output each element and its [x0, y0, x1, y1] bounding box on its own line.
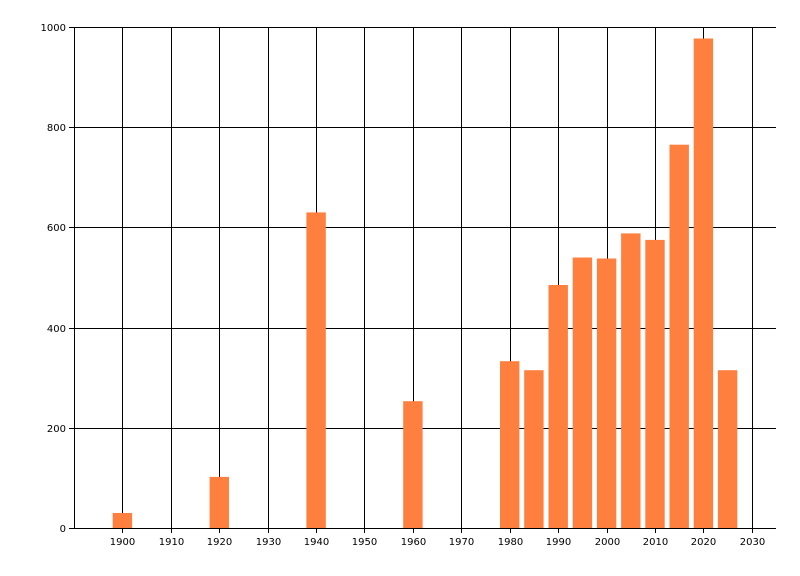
x-tick-label: 2020 [691, 537, 716, 548]
x-tick-label: 1980 [498, 537, 523, 548]
y-tick-label: 200 [47, 424, 66, 435]
x-tick-label: 2010 [643, 537, 668, 548]
x-tick-label: 1960 [401, 537, 426, 548]
bar-1920 [209, 476, 229, 528]
bar-1995 [572, 257, 593, 528]
x-tick-label: 1970 [449, 537, 474, 548]
bar-2010 [645, 239, 665, 528]
axes: 0 200 400 600 800 1000 1900 1910 1920 1930 1940 195… [41, 23, 776, 548]
y-tick-label: 400 [47, 324, 66, 335]
y-tick-label: 800 [47, 123, 66, 134]
bar-2005 [621, 233, 641, 528]
bar-2020 [693, 38, 714, 528]
bar-1980 [500, 361, 520, 528]
x-tick-label: 1930 [256, 537, 281, 548]
x-tick-label: 2000 [595, 537, 620, 548]
bar-1960 [403, 401, 423, 528]
bar-2000 [596, 258, 617, 528]
x-tick-label: 2030 [740, 537, 765, 548]
bar-1985 [524, 370, 544, 528]
bar-2015 [669, 144, 689, 528]
x-tick-label: 1950 [352, 537, 377, 548]
bars [112, 38, 738, 528]
x-tick-label: 1940 [304, 537, 329, 548]
x-tick-label: 1910 [159, 537, 184, 548]
bar-1990 [548, 285, 568, 528]
x-tick-label: 1900 [110, 537, 135, 548]
bar-1900 [112, 513, 133, 528]
x-tick-label: 1990 [546, 537, 571, 548]
bar-2025 [717, 370, 738, 528]
y-tick-label: 600 [47, 223, 66, 234]
bar-1940 [306, 212, 326, 528]
y-tick-label: 1000 [41, 23, 66, 34]
y-tick-label: 0 [60, 524, 66, 535]
x-tick-label: 1920 [207, 537, 232, 548]
